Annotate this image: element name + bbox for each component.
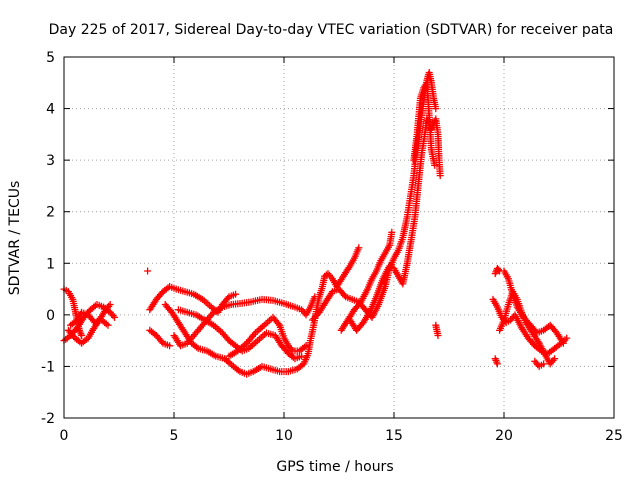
grid-lines	[64, 57, 614, 418]
data-point	[492, 356, 500, 364]
x-tick-label: 25	[605, 428, 623, 444]
data-point	[111, 313, 119, 321]
data-point	[104, 321, 112, 329]
y-tick-label: 2	[46, 205, 55, 221]
x-tick-label: 10	[275, 428, 293, 444]
data-point	[311, 293, 319, 301]
chart-title: Day 225 of 2017, Sidereal Day-to-day VTE…	[49, 22, 614, 38]
data-point	[232, 290, 240, 298]
x-tick-label: 20	[495, 428, 513, 444]
data-point	[274, 320, 282, 328]
data-point	[298, 352, 306, 360]
data-points	[60, 69, 571, 378]
axis-ticks: 0 5 10 15 20 25 -2 -1 0 1 2 3 4 5	[41, 50, 623, 444]
data-point	[300, 343, 308, 351]
y-tick-label: 0	[46, 308, 55, 324]
data-point	[559, 339, 567, 347]
data-point	[551, 355, 559, 363]
x-axis-label: GPS time / hours	[276, 459, 393, 475]
data-point	[431, 161, 439, 169]
data-point	[540, 360, 548, 368]
data-point	[436, 172, 444, 180]
y-tick-label: 1	[46, 256, 55, 272]
y-tick-label: 3	[46, 153, 55, 169]
plot-border	[63, 56, 615, 419]
data-point	[144, 267, 152, 275]
x-tick-label: 15	[385, 428, 403, 444]
y-axis-label: SDTVAR / TECUs	[7, 181, 23, 296]
data-point	[388, 228, 396, 236]
data-point	[495, 266, 502, 274]
y-tick-label: -2	[41, 411, 55, 427]
data-point	[563, 334, 571, 342]
y-tick-label: 5	[46, 50, 55, 66]
x-tick-label: 5	[170, 428, 179, 444]
y-tick-label: -1	[41, 359, 55, 375]
y-tick-label: 4	[46, 102, 55, 118]
x-tick-label: 0	[60, 428, 69, 444]
data-point	[166, 342, 174, 350]
data-point	[432, 105, 440, 113]
data-point	[302, 342, 310, 350]
data-point	[493, 358, 501, 366]
data-point	[355, 244, 363, 252]
data-point	[434, 332, 442, 339]
data-point	[493, 360, 501, 368]
data-point	[106, 301, 114, 308]
data-point	[78, 332, 86, 339]
